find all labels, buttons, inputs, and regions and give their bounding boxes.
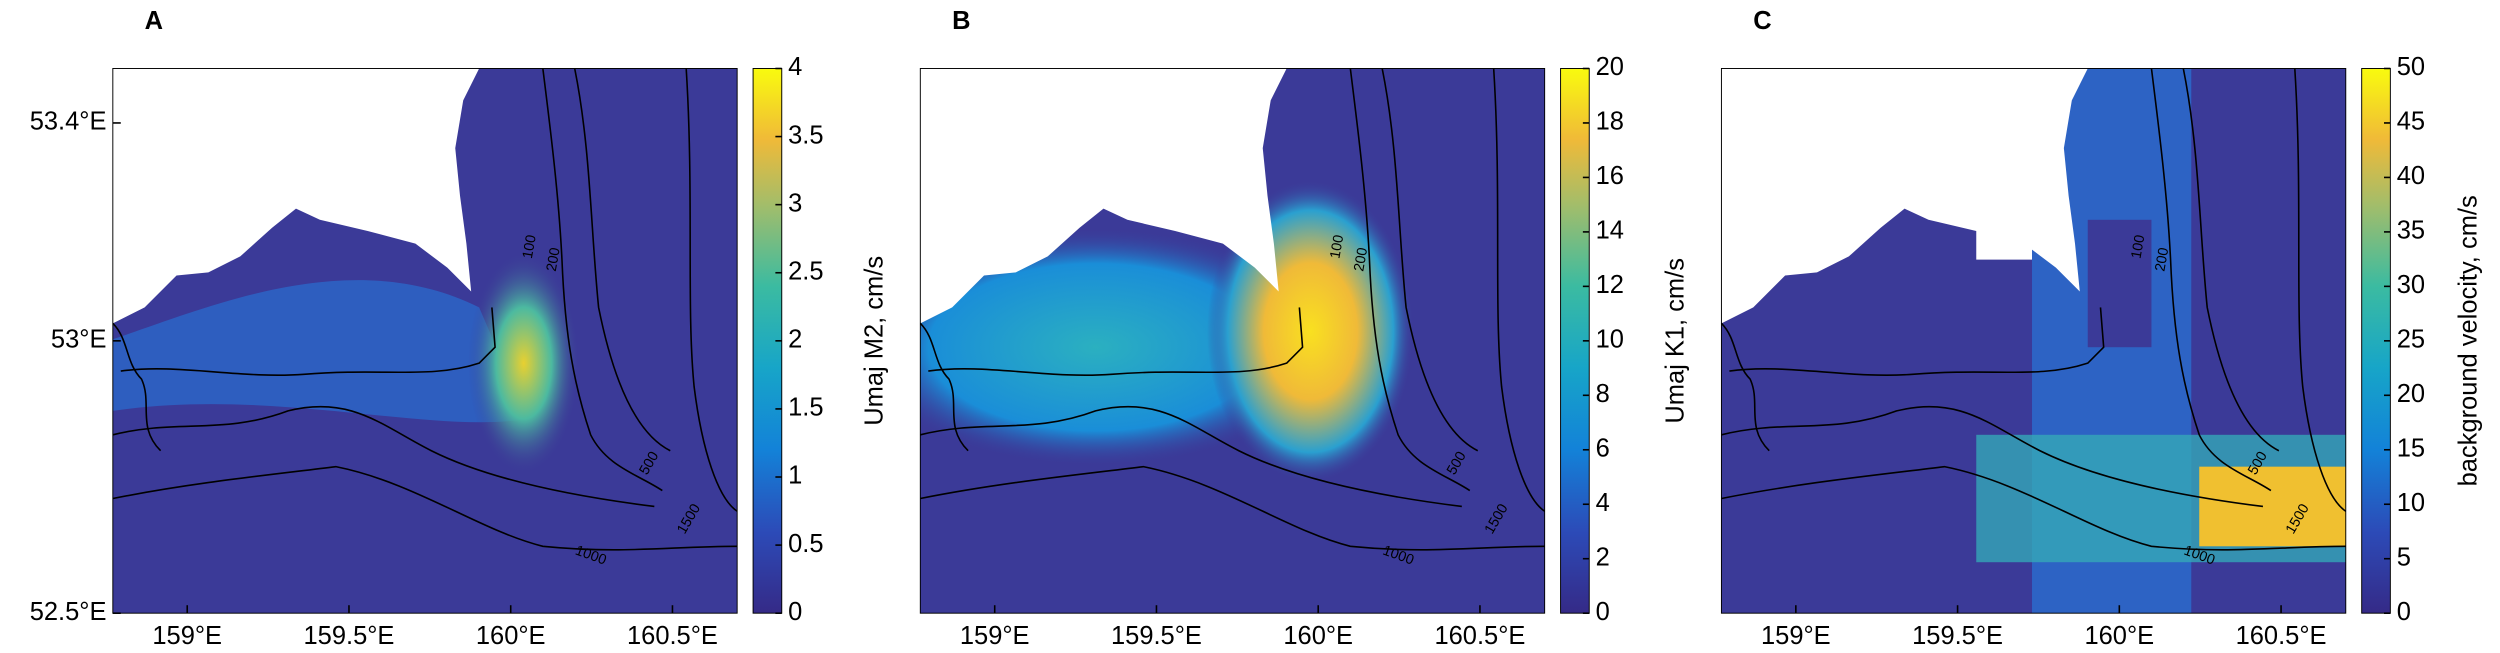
colorbar-tick-label: 2.5: [788, 257, 823, 285]
y-tick-label: 53.4°E: [30, 108, 107, 136]
colorbar-tick-label: 4: [788, 53, 802, 81]
panel-b-map: [920, 68, 1545, 614]
colorbar-tick-label: 2: [788, 326, 802, 354]
colorbar-tick-label: 2: [1596, 543, 1610, 571]
colorbar-tick-label: 15: [2397, 435, 2425, 463]
x-tick-label: 160°E: [2084, 622, 2154, 650]
x-tick-label: 159°E: [152, 622, 222, 650]
colorbar-tick-label: 1.5: [788, 394, 823, 422]
contour-label: 200: [544, 246, 564, 272]
colorbar-tick-label: 10: [1596, 326, 1624, 354]
colorbar-tick-label: 14: [1596, 217, 1624, 245]
colorbar-tick-label: 0: [788, 598, 802, 626]
colorbar-tick-label: 16: [1596, 162, 1624, 190]
contour-label: 200: [2152, 246, 2172, 272]
colorbar-tick-label: 10: [2397, 489, 2425, 517]
panel-c-map: [1721, 68, 2346, 614]
x-tick-label: 159°E: [960, 622, 1030, 650]
colorbar-tick-label: 0.5: [788, 530, 823, 558]
colorbar-tick-label: 30: [2397, 271, 2425, 299]
panel-a-map: [112, 68, 738, 614]
colorbar-tick-label: 3.5: [788, 121, 823, 149]
contour-label: 100: [1327, 234, 1347, 260]
plot-frame: [919, 68, 1546, 614]
y-tick-label: 53°E: [51, 326, 107, 354]
colorbar-tick-label: 4: [1596, 489, 1610, 517]
x-tick-label: 159°E: [1761, 622, 1831, 650]
colorbar-tick-label: 6: [1596, 435, 1610, 463]
x-tick-label: 159.5°E: [1111, 622, 1202, 650]
colorbar-tick-label: 18: [1596, 108, 1624, 136]
x-tick-label: 160.5°E: [627, 622, 718, 650]
contour-label: 100: [520, 234, 540, 260]
colorbar-tick-label: 12: [1596, 271, 1624, 299]
plot-frame: [1720, 68, 2347, 614]
y-axis-label: Umaj M2, cm/s: [860, 256, 888, 426]
colorbar-tick-label: 40: [2397, 162, 2425, 190]
x-tick-label: 159.5°E: [304, 622, 395, 650]
colorbar-tick-label: 50: [2397, 53, 2425, 81]
colorbar-tick-label: 0: [2397, 598, 2411, 626]
colorbar-tick-label: 25: [2397, 326, 2425, 354]
colorbar-tick-label: 35: [2397, 217, 2425, 245]
panel-label: C: [1753, 7, 1771, 35]
colorbar-tick-label: 20: [2397, 380, 2425, 408]
colorbar-tick-label: 5: [2397, 543, 2411, 571]
colorbar-tick-label: 20: [1596, 53, 1624, 81]
x-tick-label: 160°E: [1283, 622, 1353, 650]
x-tick-label: 160.5°E: [2236, 622, 2327, 650]
y-axis-label: Umaj K1, cm/s: [1662, 258, 1690, 424]
x-tick-label: 159.5°E: [1912, 622, 2003, 650]
colorbar-tick-label: 0: [1596, 598, 1610, 626]
panel-label: B: [952, 7, 970, 35]
x-tick-label: 160°E: [476, 622, 546, 650]
colorbar-label: background velocity, cm/s: [2455, 195, 2483, 486]
contour-label: 200: [1351, 246, 1371, 272]
colorbar-tick-label: 45: [2397, 108, 2425, 136]
colorbar-tick-label: 1: [788, 462, 802, 490]
y-tick-label: 52.5°E: [30, 598, 107, 626]
colorbar-tick-label: 3: [788, 189, 802, 217]
colorbar-tick-label: 8: [1596, 380, 1610, 408]
panel-label: A: [145, 7, 163, 35]
contour-label: 100: [2129, 234, 2149, 260]
x-tick-label: 160.5°E: [1434, 622, 1525, 650]
